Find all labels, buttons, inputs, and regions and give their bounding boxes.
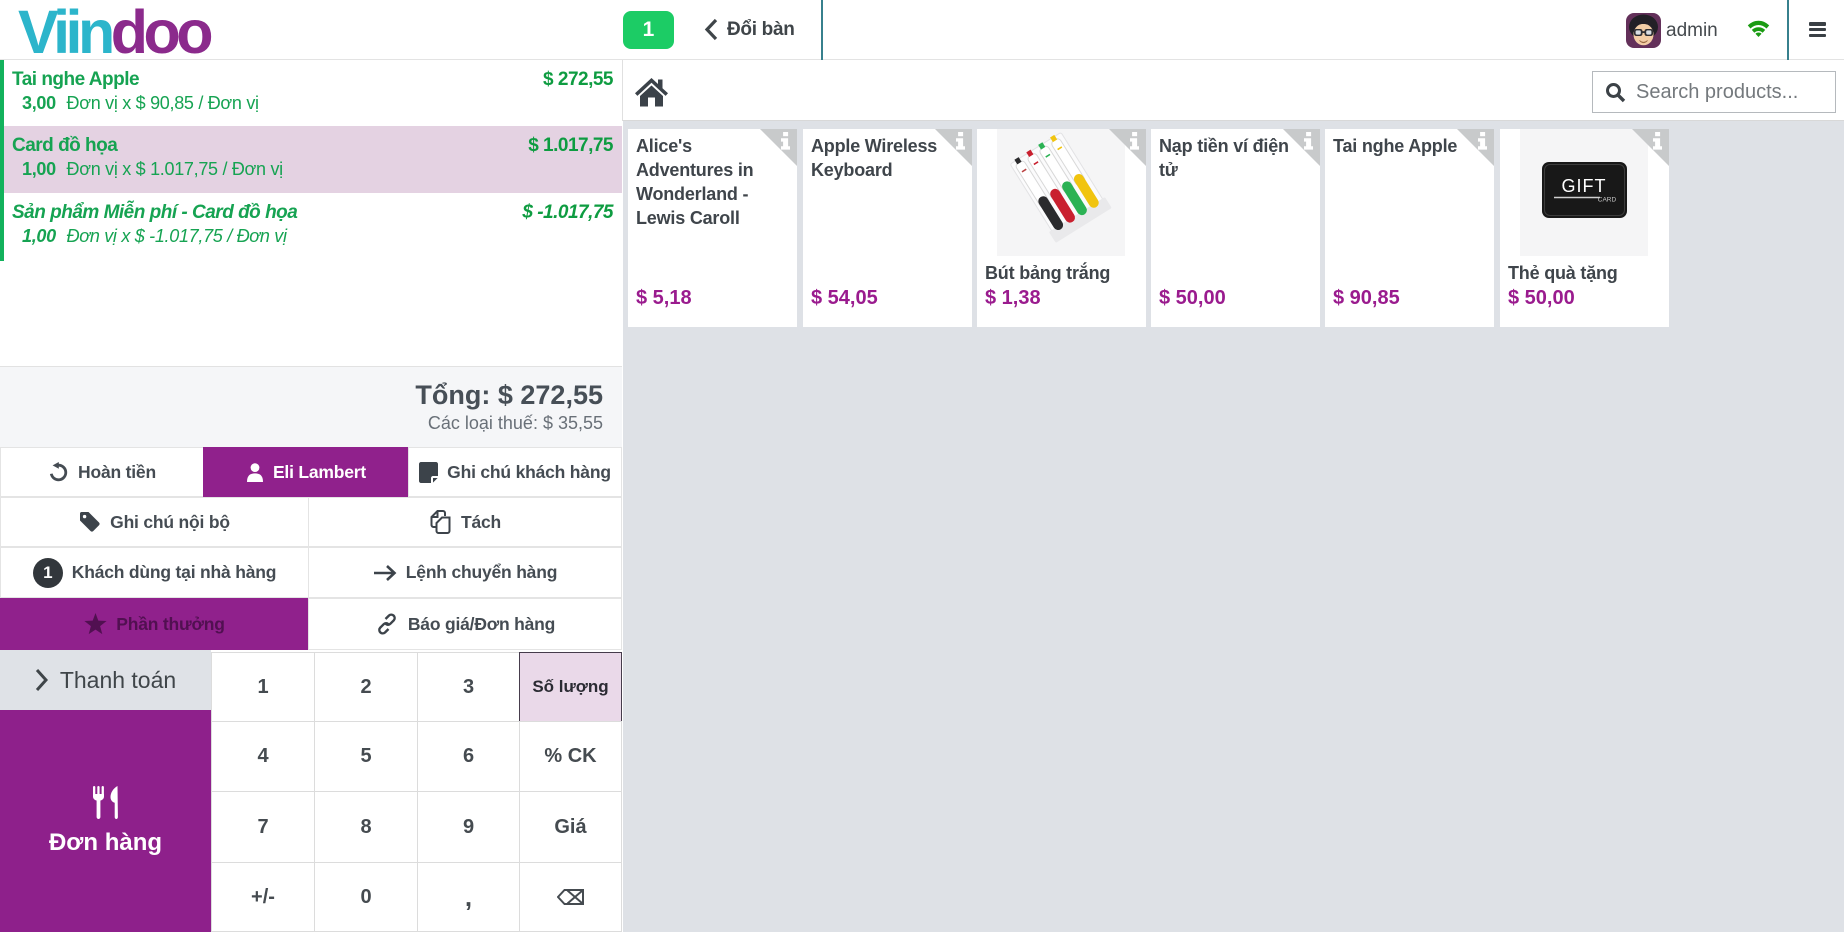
svg-text:CARD: CARD xyxy=(1598,197,1617,204)
svg-text:GIFT: GIFT xyxy=(1562,176,1607,196)
